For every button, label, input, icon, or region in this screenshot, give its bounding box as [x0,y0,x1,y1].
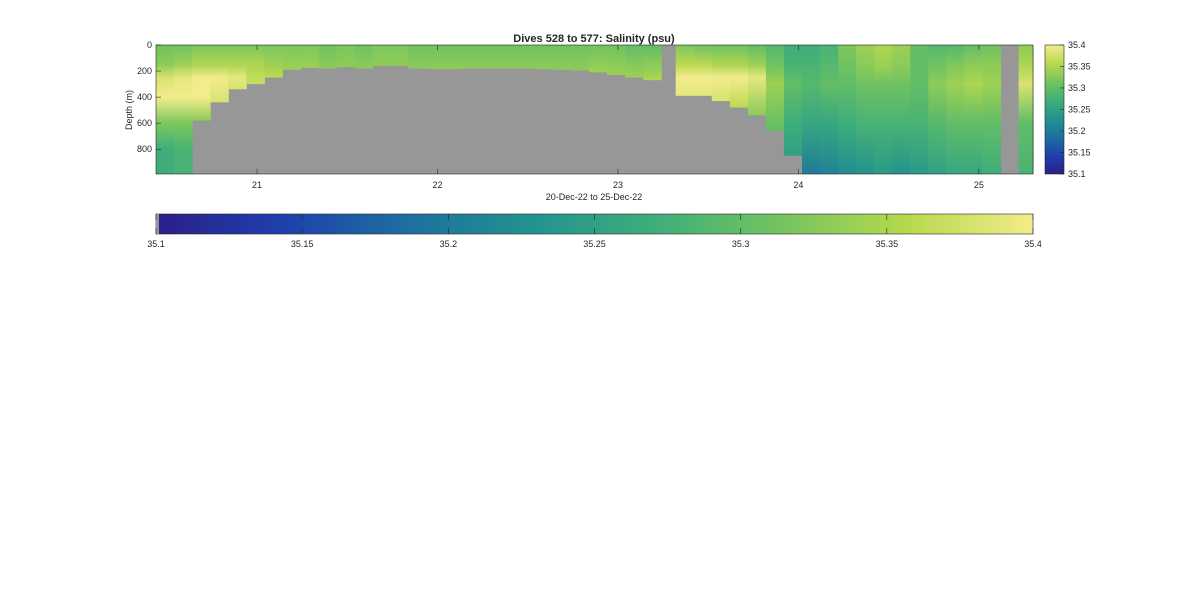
profile-column [964,45,984,174]
x-tick-label: 22 [432,180,442,190]
colorbar-vertical-tick-label: 35.15 [1068,148,1091,158]
y-tick-label: 0 [147,40,152,50]
profile-column [390,45,410,66]
profile-column [354,45,374,69]
profile-column [192,45,211,121]
profile-column [156,45,175,174]
profile-column [282,45,301,70]
profile-column [318,45,338,69]
profile-column [462,45,482,69]
y-tick-label: 200 [137,66,152,76]
x-tick-label: 23 [613,180,623,190]
profile-column [982,45,1002,174]
x-axis-label: 20-Dec-22 to 25-Dec-22 [546,192,643,202]
colorbar-horizontal-tick-label: 35.3 [732,239,750,249]
plot-frame [155,44,1034,175]
colorbar-horizontal-tick-label: 35.1 [147,239,165,249]
x-tick-label: 21 [252,180,262,190]
profile-column [174,45,193,174]
profile-column [372,45,392,66]
y-axis-label: Depth (m) [124,90,134,130]
colorbar-horizontal-ticks: 35.1 35.15 35.2 35.25 35.3 35.35 35.4 [147,214,1042,249]
profile-column [210,45,229,103]
profile-column [264,45,283,78]
profile-column [300,45,320,68]
profile-column [444,45,464,70]
colorbar-horizontal-tick-label: 35.2 [440,239,458,249]
profile-column [946,45,966,174]
y-tick-label: 400 [137,92,152,102]
colorbar-vertical-tick-label: 35.25 [1068,105,1091,115]
chart-title: Dives 528 to 577: Salinity (psu) [513,33,675,45]
x-tick-label: 25 [974,180,984,190]
profile-column [693,45,713,96]
profile-column [426,45,446,70]
profile-column [747,45,767,116]
colorbar-vertical: 35.1 35.15 35.2 35.25 35.3 35.35 35.4 [1044,40,1091,179]
colorbar-horizontal-tick-label: 35.15 [291,239,314,249]
profile-column [336,45,356,68]
y-axis: 0 200 400 600 800 [137,40,161,154]
colorbar-vertical-tick-label: 35.4 [1068,40,1086,50]
profile-column [408,45,428,69]
profile-column [856,45,875,174]
colorbar-horizontal-tick-label: 35.25 [583,239,606,249]
profile-column [643,45,662,81]
y-tick-label: 800 [137,144,152,154]
profile-column [498,45,518,69]
profile-column [607,45,626,75]
profile-column [802,45,821,174]
profile-column [874,45,893,174]
colorbar-vertical-tick-label: 35.2 [1068,126,1086,136]
x-axis: 21 22 23 24 25 [252,45,984,190]
profile-column [1018,45,1034,174]
profile-column [571,45,590,71]
profile-column [910,45,929,174]
profile-column [534,45,554,70]
profile-column [820,45,839,174]
profile-column [928,45,947,174]
profile-column [516,45,536,69]
profile-column [553,45,572,70]
main-axes: 21 22 23 24 25 0 200 400 600 800 20-Dec-22 to 25… [124,40,1034,202]
profile-column [675,45,695,96]
profile-column [625,45,644,78]
colorbar-vertical-tick-label: 35.1 [1068,169,1086,179]
colorbar-horizontal: 35.1 35.15 35.2 35.25 35.3 35.35 35.4 [147,213,1042,249]
colorbar-vertical-tick-label: 35.3 [1068,83,1086,93]
colorbar-no-data-swatch [156,214,159,234]
profile-column [783,45,803,156]
profile-column [711,45,731,102]
x-tick-label: 24 [793,180,803,190]
y-tick-label: 600 [137,118,152,128]
profile-column [892,45,911,174]
profile-column [729,45,749,108]
profile-column [589,45,608,73]
salinity-heatmap [156,45,1034,174]
colorbar-vertical-ticks: 35.1 35.15 35.2 35.25 35.3 35.35 35.4 [1060,40,1091,179]
colorbar-vertical-tick-label: 35.35 [1068,62,1091,72]
profile-column [480,45,500,69]
colorbar-horizontal-tick-label: 35.4 [1024,239,1042,249]
profile-column [228,45,247,90]
profile-column [246,45,265,85]
profile-column [765,45,785,131]
colorbar-horizontal-tick-label: 35.35 [876,239,899,249]
profile-column [838,45,857,174]
